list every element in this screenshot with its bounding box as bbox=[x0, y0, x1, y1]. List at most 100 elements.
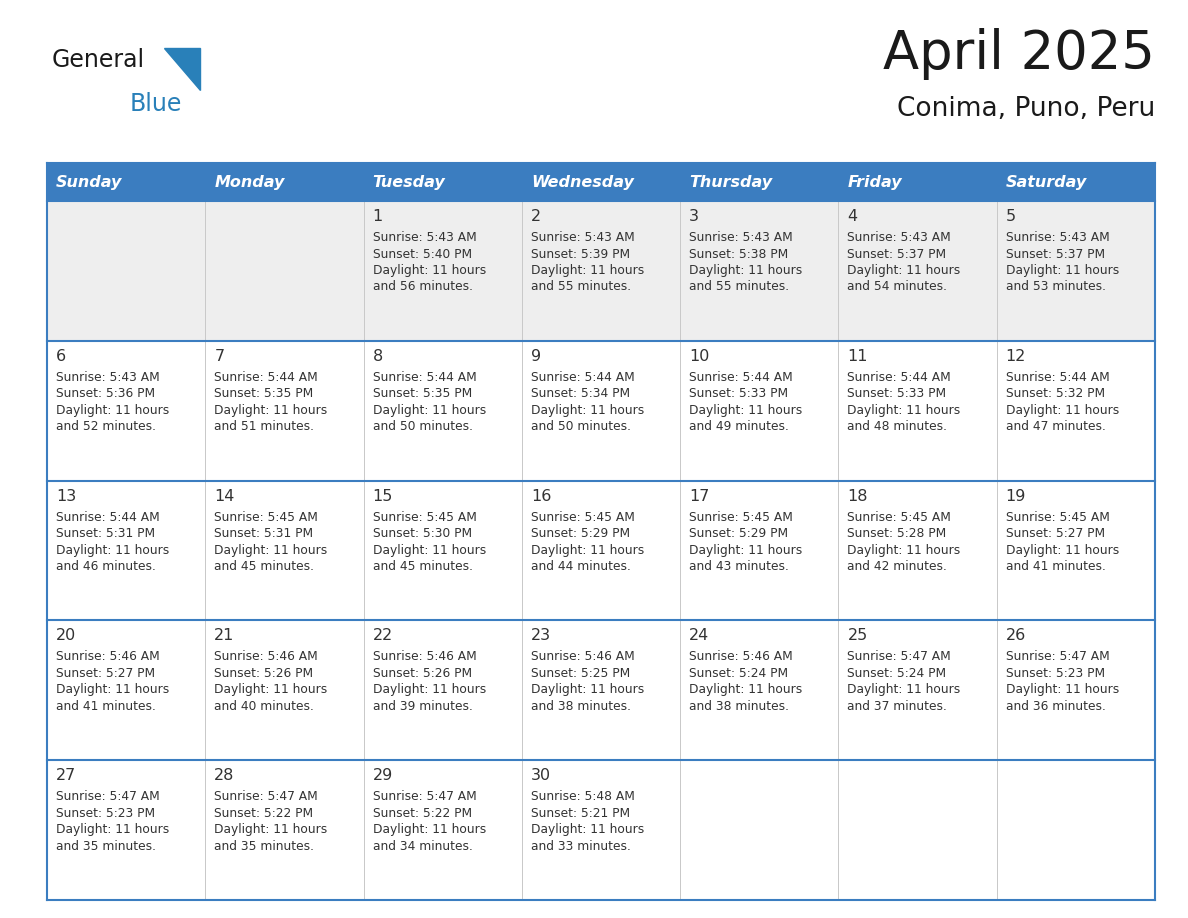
Text: Daylight: 11 hours: Daylight: 11 hours bbox=[847, 543, 961, 556]
Text: Monday: Monday bbox=[214, 174, 285, 189]
Text: Sunset: 5:30 PM: Sunset: 5:30 PM bbox=[373, 527, 472, 540]
Text: and 51 minutes.: and 51 minutes. bbox=[214, 420, 315, 433]
Text: Sunset: 5:25 PM: Sunset: 5:25 PM bbox=[531, 666, 630, 680]
Text: 18: 18 bbox=[847, 488, 868, 504]
Text: Sunset: 5:37 PM: Sunset: 5:37 PM bbox=[1006, 248, 1105, 261]
Text: Sunset: 5:40 PM: Sunset: 5:40 PM bbox=[373, 248, 472, 261]
Text: Sunset: 5:24 PM: Sunset: 5:24 PM bbox=[847, 666, 947, 680]
Text: Sunrise: 5:43 AM: Sunrise: 5:43 AM bbox=[531, 231, 634, 244]
Text: 26: 26 bbox=[1006, 629, 1026, 644]
Text: Daylight: 11 hours: Daylight: 11 hours bbox=[373, 683, 486, 697]
Text: Sunset: 5:36 PM: Sunset: 5:36 PM bbox=[56, 387, 156, 400]
Text: Thursday: Thursday bbox=[689, 174, 772, 189]
Text: 16: 16 bbox=[531, 488, 551, 504]
Text: 7: 7 bbox=[214, 349, 225, 364]
Text: Sunset: 5:24 PM: Sunset: 5:24 PM bbox=[689, 666, 789, 680]
Text: Sunset: 5:23 PM: Sunset: 5:23 PM bbox=[1006, 666, 1105, 680]
Text: 12: 12 bbox=[1006, 349, 1026, 364]
Text: Conima, Puno, Peru: Conima, Puno, Peru bbox=[897, 96, 1155, 122]
Text: Sunset: 5:29 PM: Sunset: 5:29 PM bbox=[531, 527, 630, 540]
Text: Daylight: 11 hours: Daylight: 11 hours bbox=[56, 683, 169, 697]
Text: Sunrise: 5:47 AM: Sunrise: 5:47 AM bbox=[847, 650, 952, 664]
Text: Sunset: 5:35 PM: Sunset: 5:35 PM bbox=[214, 387, 314, 400]
Text: Daylight: 11 hours: Daylight: 11 hours bbox=[847, 264, 961, 277]
Text: and 47 minutes.: and 47 minutes. bbox=[1006, 420, 1106, 433]
Bar bbox=[48, 201, 1155, 341]
Text: Daylight: 11 hours: Daylight: 11 hours bbox=[531, 823, 644, 836]
Text: and 41 minutes.: and 41 minutes. bbox=[56, 700, 156, 713]
Text: Sunrise: 5:47 AM: Sunrise: 5:47 AM bbox=[373, 790, 476, 803]
Text: 20: 20 bbox=[56, 629, 76, 644]
Text: Sunrise: 5:45 AM: Sunrise: 5:45 AM bbox=[373, 510, 476, 523]
Text: Sunrise: 5:44 AM: Sunrise: 5:44 AM bbox=[373, 371, 476, 384]
Polygon shape bbox=[164, 48, 200, 90]
Text: and 35 minutes.: and 35 minutes. bbox=[56, 840, 156, 853]
Text: and 35 minutes.: and 35 minutes. bbox=[214, 840, 315, 853]
Text: and 55 minutes.: and 55 minutes. bbox=[531, 281, 631, 294]
Text: and 45 minutes.: and 45 minutes. bbox=[214, 560, 315, 573]
Text: Tuesday: Tuesday bbox=[373, 174, 446, 189]
Text: Sunset: 5:37 PM: Sunset: 5:37 PM bbox=[847, 248, 947, 261]
Bar bbox=[48, 481, 1155, 621]
Text: and 46 minutes.: and 46 minutes. bbox=[56, 560, 156, 573]
Bar bbox=[48, 341, 1155, 481]
Text: 2: 2 bbox=[531, 209, 541, 224]
Text: Sunset: 5:32 PM: Sunset: 5:32 PM bbox=[1006, 387, 1105, 400]
Text: Sunrise: 5:47 AM: Sunrise: 5:47 AM bbox=[214, 790, 318, 803]
Text: and 55 minutes.: and 55 minutes. bbox=[689, 281, 789, 294]
Text: Sunrise: 5:44 AM: Sunrise: 5:44 AM bbox=[1006, 371, 1110, 384]
Text: Sunset: 5:39 PM: Sunset: 5:39 PM bbox=[531, 248, 630, 261]
Text: 1: 1 bbox=[373, 209, 383, 224]
Text: and 54 minutes.: and 54 minutes. bbox=[847, 281, 947, 294]
Text: Daylight: 11 hours: Daylight: 11 hours bbox=[531, 683, 644, 697]
Text: Sunset: 5:28 PM: Sunset: 5:28 PM bbox=[847, 527, 947, 540]
Text: Sunset: 5:27 PM: Sunset: 5:27 PM bbox=[1006, 527, 1105, 540]
Text: Wednesday: Wednesday bbox=[531, 174, 633, 189]
Text: Daylight: 11 hours: Daylight: 11 hours bbox=[56, 404, 169, 417]
Text: Sunrise: 5:46 AM: Sunrise: 5:46 AM bbox=[56, 650, 159, 664]
Text: Sunrise: 5:43 AM: Sunrise: 5:43 AM bbox=[1006, 231, 1110, 244]
Text: 11: 11 bbox=[847, 349, 868, 364]
Text: Sunrise: 5:45 AM: Sunrise: 5:45 AM bbox=[847, 510, 952, 523]
Text: and 48 minutes.: and 48 minutes. bbox=[847, 420, 947, 433]
Text: Sunrise: 5:43 AM: Sunrise: 5:43 AM bbox=[373, 231, 476, 244]
Bar bbox=[206, 163, 364, 201]
Text: and 52 minutes.: and 52 minutes. bbox=[56, 420, 156, 433]
Text: Daylight: 11 hours: Daylight: 11 hours bbox=[689, 264, 802, 277]
Text: Sunrise: 5:43 AM: Sunrise: 5:43 AM bbox=[847, 231, 952, 244]
Bar bbox=[48, 760, 1155, 900]
Text: Daylight: 11 hours: Daylight: 11 hours bbox=[689, 683, 802, 697]
Text: and 42 minutes.: and 42 minutes. bbox=[847, 560, 947, 573]
Text: Daylight: 11 hours: Daylight: 11 hours bbox=[373, 823, 486, 836]
Text: 5: 5 bbox=[1006, 209, 1016, 224]
Text: Sunrise: 5:44 AM: Sunrise: 5:44 AM bbox=[56, 510, 159, 523]
Text: Sunset: 5:26 PM: Sunset: 5:26 PM bbox=[214, 666, 314, 680]
Text: and 39 minutes.: and 39 minutes. bbox=[373, 700, 473, 713]
Text: Sunset: 5:21 PM: Sunset: 5:21 PM bbox=[531, 807, 630, 820]
Text: Daylight: 11 hours: Daylight: 11 hours bbox=[847, 683, 961, 697]
Text: Daylight: 11 hours: Daylight: 11 hours bbox=[214, 404, 328, 417]
Bar bbox=[364, 163, 522, 201]
Text: Blue: Blue bbox=[129, 92, 183, 116]
Text: Daylight: 11 hours: Daylight: 11 hours bbox=[373, 543, 486, 556]
Text: Daylight: 11 hours: Daylight: 11 hours bbox=[531, 404, 644, 417]
Text: 29: 29 bbox=[373, 768, 393, 783]
Text: Sunset: 5:22 PM: Sunset: 5:22 PM bbox=[214, 807, 314, 820]
Text: Sunrise: 5:48 AM: Sunrise: 5:48 AM bbox=[531, 790, 634, 803]
Text: and 50 minutes.: and 50 minutes. bbox=[531, 420, 631, 433]
Text: 15: 15 bbox=[373, 488, 393, 504]
Text: Sunrise: 5:43 AM: Sunrise: 5:43 AM bbox=[689, 231, 792, 244]
Text: Sunset: 5:31 PM: Sunset: 5:31 PM bbox=[214, 527, 314, 540]
Bar bbox=[681, 163, 839, 201]
Text: 25: 25 bbox=[847, 629, 867, 644]
Text: Daylight: 11 hours: Daylight: 11 hours bbox=[214, 683, 328, 697]
Text: and 41 minutes.: and 41 minutes. bbox=[1006, 560, 1106, 573]
Text: Daylight: 11 hours: Daylight: 11 hours bbox=[689, 543, 802, 556]
Bar bbox=[48, 163, 206, 201]
Bar bbox=[997, 163, 1155, 201]
Text: 13: 13 bbox=[56, 488, 76, 504]
Text: Daylight: 11 hours: Daylight: 11 hours bbox=[1006, 683, 1119, 697]
Text: Daylight: 11 hours: Daylight: 11 hours bbox=[56, 823, 169, 836]
Text: Sunrise: 5:45 AM: Sunrise: 5:45 AM bbox=[531, 510, 634, 523]
Text: 28: 28 bbox=[214, 768, 235, 783]
